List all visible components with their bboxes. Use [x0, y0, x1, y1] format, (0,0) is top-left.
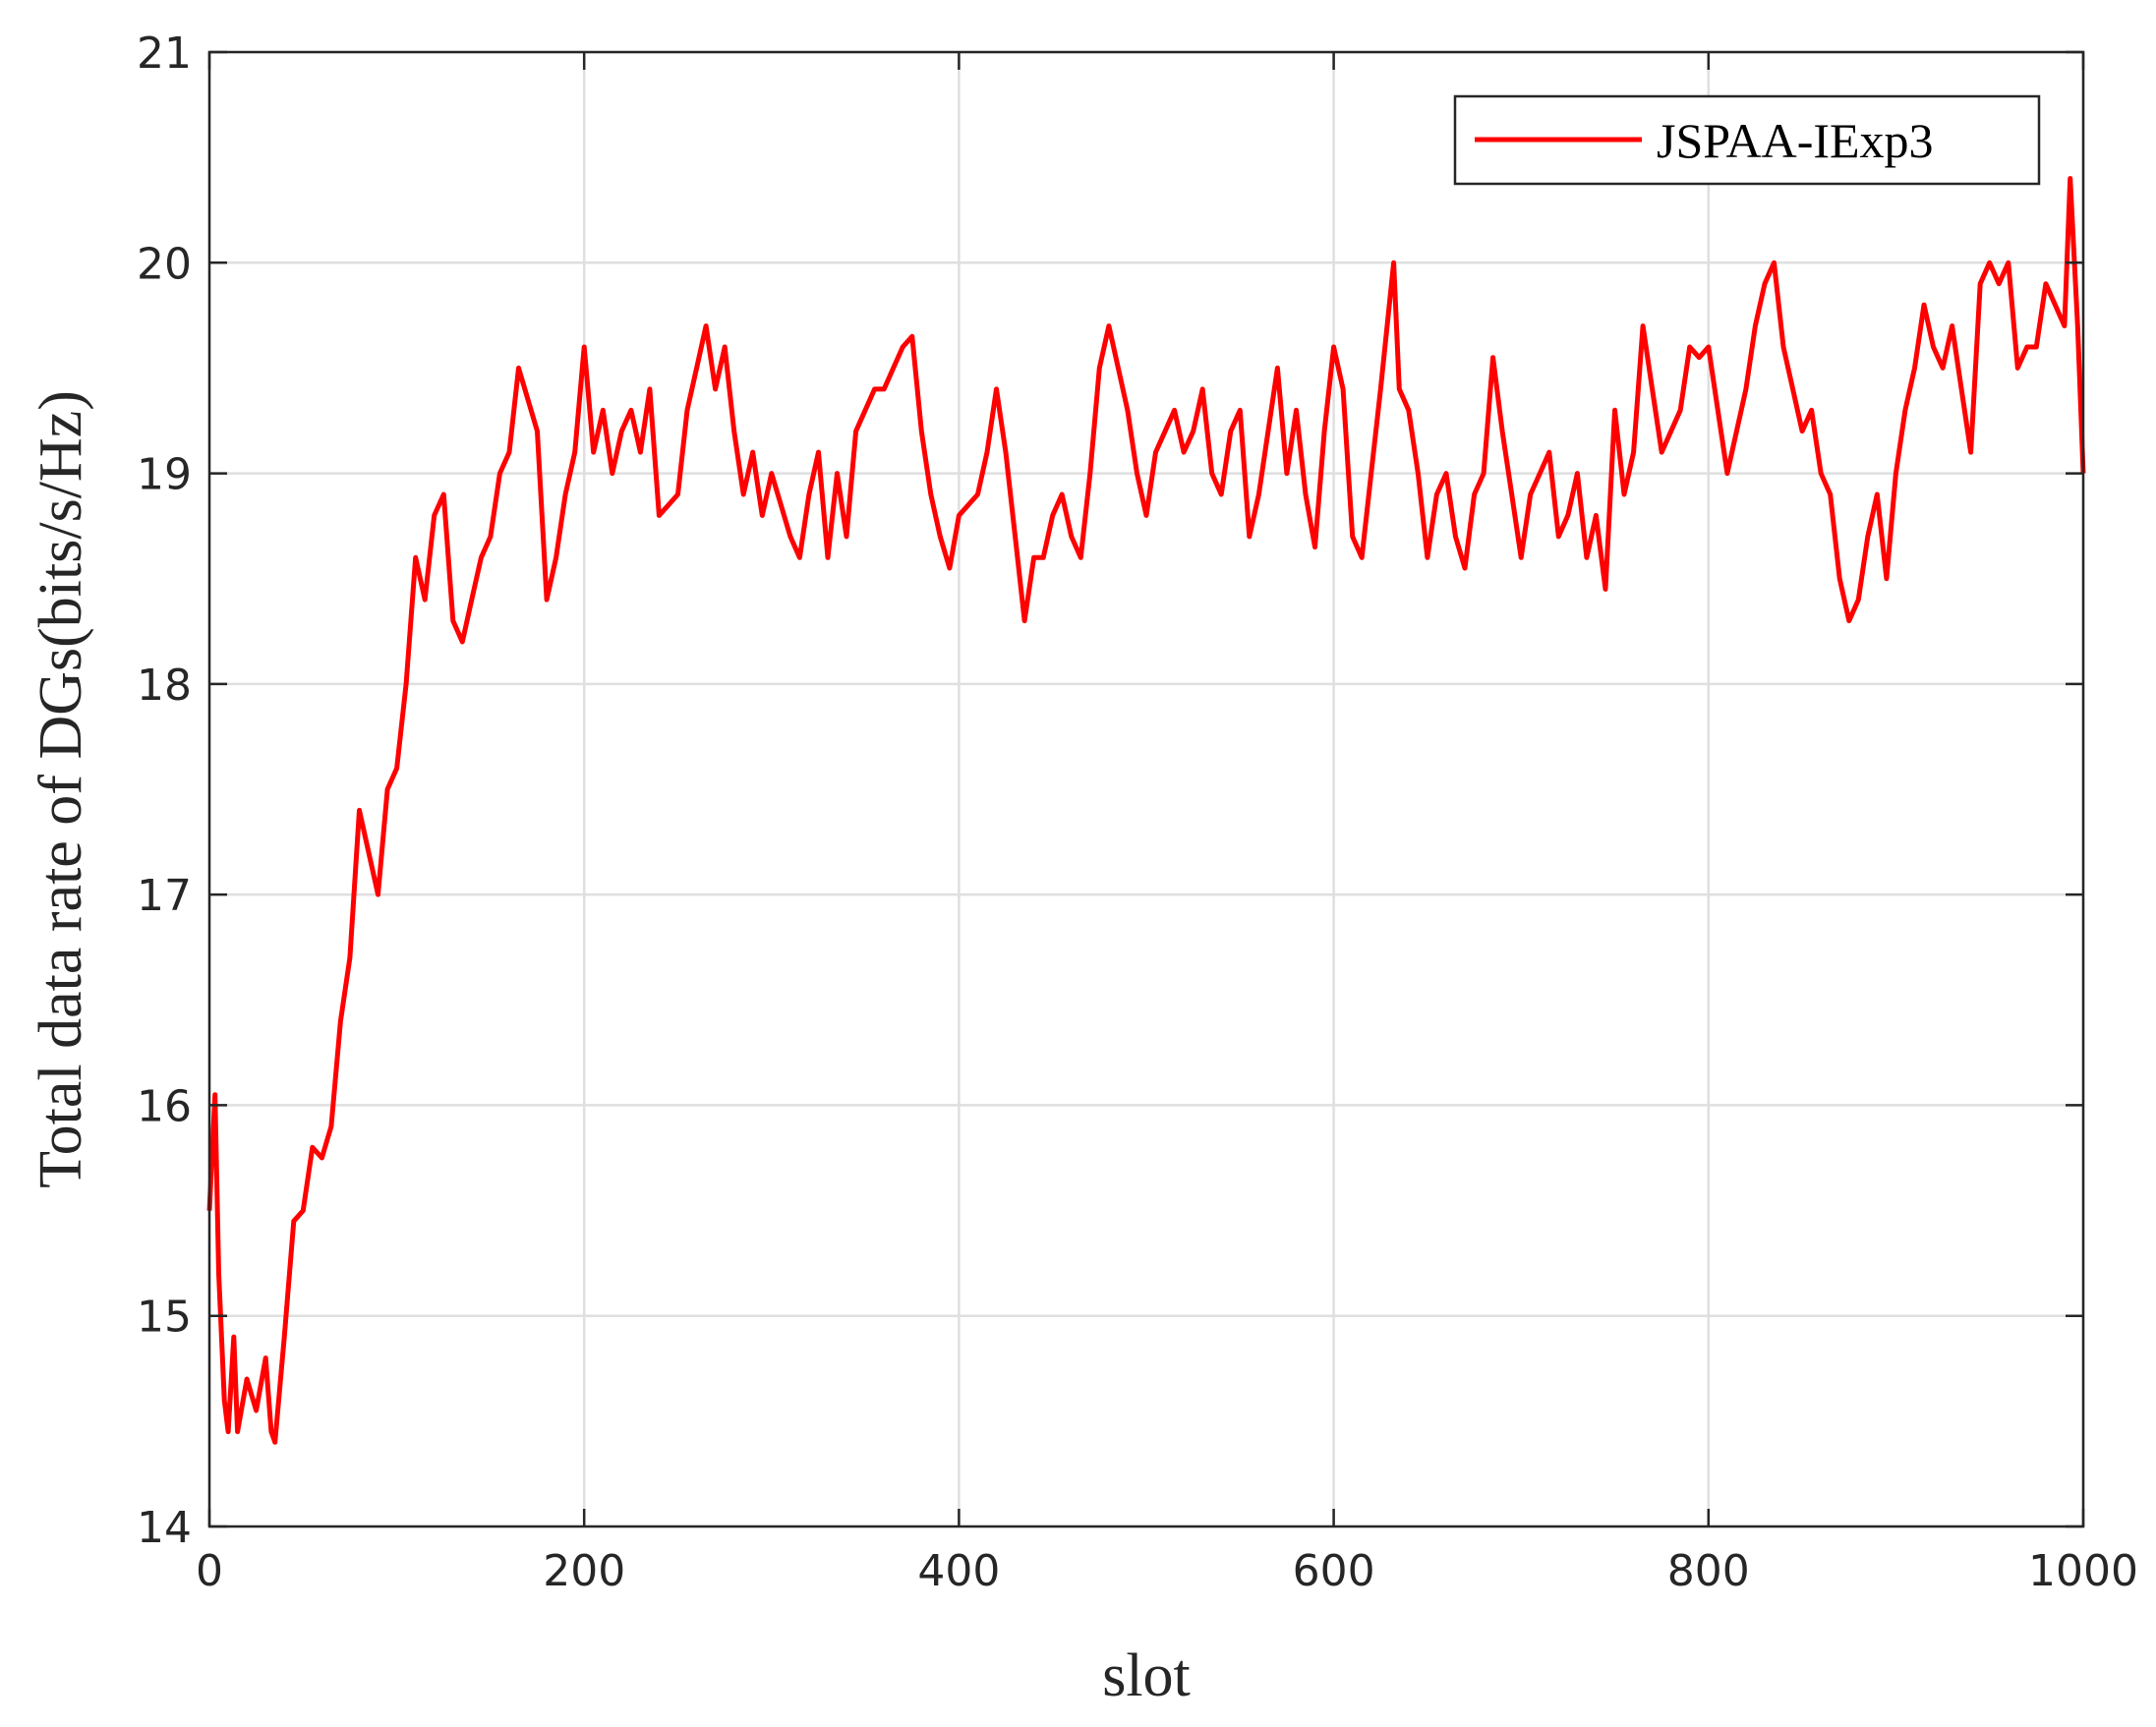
- y-tick-label: 15: [137, 1293, 192, 1343]
- legend-label: JSPAA-IExp3: [1657, 113, 1934, 168]
- x-tick-label: 1000: [2028, 1546, 2138, 1596]
- y-tick-label: 20: [137, 239, 192, 289]
- x-tick-label: 800: [1667, 1546, 1750, 1596]
- x-tick-label: 0: [196, 1546, 223, 1596]
- data-line: [206, 176, 2086, 1445]
- y-tick-label: 18: [137, 661, 192, 711]
- plot-area: [209, 52, 2083, 1526]
- x-tick-label: 200: [543, 1546, 625, 1596]
- y-axis-label: Total data rate of DGs(bits/s/Hz): [28, 390, 94, 1188]
- y-tick-label: 21: [137, 29, 192, 79]
- y-tick-label: 16: [137, 1081, 192, 1131]
- y-tick-label: 14: [137, 1503, 192, 1553]
- x-tick-label: 400: [917, 1546, 1000, 1596]
- y-tick-label: 19: [137, 450, 192, 500]
- x-axis-label: slot: [1102, 1642, 1191, 1709]
- x-tick-label: 600: [1293, 1546, 1375, 1596]
- axes-box: [207, 50, 2085, 1528]
- y-tick-label: 17: [137, 871, 192, 921]
